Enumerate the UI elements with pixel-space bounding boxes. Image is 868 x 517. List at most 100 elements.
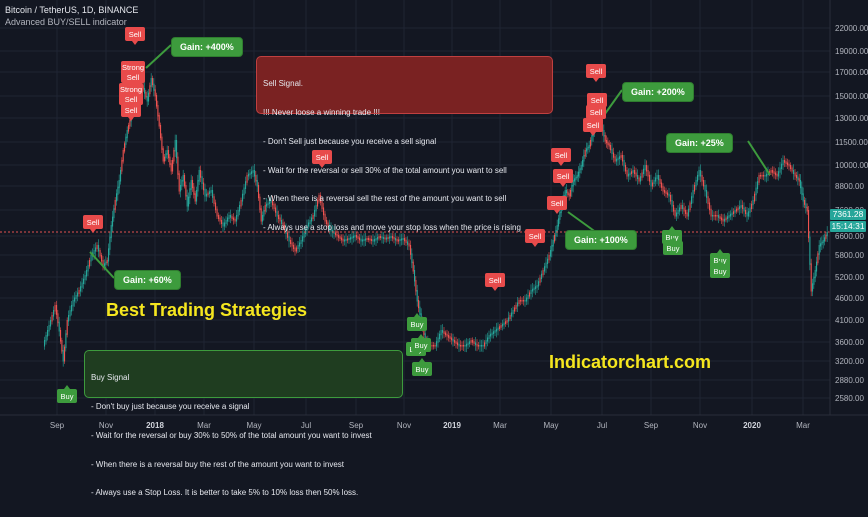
price-tick-label: 6600.00 xyxy=(835,232,864,241)
signal-label: Buy xyxy=(714,267,727,276)
signal-label: Sell xyxy=(591,96,604,105)
candle-body xyxy=(509,315,511,319)
candle-body xyxy=(558,218,560,227)
candle-body xyxy=(61,340,63,352)
time-tick-label: Mar xyxy=(197,421,211,430)
candle-body xyxy=(219,217,221,222)
indicator-name[interactable]: Advanced BUY/SELL indicator xyxy=(5,17,127,27)
candle-body xyxy=(686,212,688,217)
candle-body xyxy=(412,261,414,272)
candle-body xyxy=(58,321,60,332)
signal-box xyxy=(412,362,432,376)
candle-body xyxy=(401,238,403,241)
sell-signal-marker[interactable]: Sell xyxy=(121,103,141,121)
sell-signal-marker[interactable]: Sell xyxy=(583,118,603,136)
candle-body xyxy=(266,203,268,207)
price-tick-label: 5200.00 xyxy=(835,273,864,282)
candle-body xyxy=(727,216,729,219)
signal-pointer xyxy=(554,210,560,214)
candle-body xyxy=(746,212,748,217)
candle-body xyxy=(614,156,616,162)
candle-body xyxy=(545,262,547,268)
candle-body xyxy=(77,292,79,297)
candle-body xyxy=(395,238,397,241)
candle-body xyxy=(476,343,478,347)
buy-signal-marker[interactable]: Buy xyxy=(407,313,427,331)
candle-body xyxy=(86,270,88,277)
candle-body xyxy=(641,172,643,178)
candle-body xyxy=(374,239,376,242)
candle-body xyxy=(604,135,606,142)
candle-body xyxy=(583,155,585,162)
sell-signal-marker[interactable]: Sell xyxy=(485,273,505,291)
sell-signal-marker[interactable]: Sell xyxy=(525,229,545,247)
candle-body xyxy=(200,170,202,178)
candle-body xyxy=(653,180,655,184)
candle-body xyxy=(721,217,723,221)
candle-body xyxy=(644,165,646,171)
chart-area[interactable]: Sell Strong Sell Strong Sell Sell Sell Sell Sell… xyxy=(0,0,868,497)
candle-body xyxy=(826,232,828,237)
candle-body xyxy=(109,236,111,250)
candle-body xyxy=(579,168,581,174)
candle-body xyxy=(129,120,131,127)
candle-body xyxy=(688,208,690,217)
candle-body xyxy=(314,210,316,217)
candle-body xyxy=(255,175,257,182)
candle-body xyxy=(102,260,104,267)
candle-body xyxy=(170,163,172,172)
candle-body xyxy=(454,340,456,343)
candle-body xyxy=(273,203,275,209)
symbol-title[interactable]: Bitcoin / TetherUS, 1D, BINANCE xyxy=(5,5,139,15)
candle-body xyxy=(500,325,502,328)
buy-signal-marker[interactable]: Buy xyxy=(412,358,432,376)
sell-signal-marker[interactable]: Sell xyxy=(83,215,103,233)
time-tick-label: Mar xyxy=(493,421,507,430)
candle-body xyxy=(299,242,301,247)
candle-body xyxy=(368,238,370,240)
candle-body xyxy=(228,215,230,219)
candle-body xyxy=(96,245,98,249)
candle-body xyxy=(797,176,799,180)
buy-signal-marker[interactable]: Buy xyxy=(57,385,77,403)
sell-signal-marker[interactable]: Sell xyxy=(547,196,567,214)
time-tick-label: Nov xyxy=(99,421,113,430)
candle-body xyxy=(302,236,304,242)
candle-body xyxy=(64,346,66,362)
candle-body xyxy=(761,175,763,177)
sell-signal-marker[interactable]: Sell xyxy=(553,169,573,187)
candle-body xyxy=(538,281,540,287)
signal-label: Sell xyxy=(489,276,502,285)
candle-body xyxy=(173,150,175,162)
candle-body xyxy=(252,170,254,173)
buy-signal-marker[interactable]: Buy xyxy=(663,237,683,255)
sell-signal-marker[interactable]: Sell xyxy=(312,150,332,168)
candle-body xyxy=(357,236,359,239)
candle-body xyxy=(689,202,691,211)
buy-signal-marker[interactable]: Buy xyxy=(710,260,730,278)
time-axis[interactable]: Sep Nov 2018 Mar May Jul Sep Nov 2019 Mar May Jul Se… xyxy=(0,414,868,430)
candle-body xyxy=(48,325,50,332)
sell-signal-marker[interactable]: Sell xyxy=(125,27,145,45)
candle-body xyxy=(44,340,46,347)
signal-label: Sell xyxy=(125,95,138,104)
candle-body xyxy=(568,193,570,197)
buy-note-line: - Don't buy just because you receive a s… xyxy=(91,401,250,411)
price-axis[interactable]: 22000.00 19000.00 17000.00 15000.00 13000.00… xyxy=(829,0,868,415)
overlay-brand: Indicatorchart.com xyxy=(549,352,712,372)
buy-signal-marker[interactable]: Buy xyxy=(662,226,682,244)
sell-signal-marker[interactable]: Sell xyxy=(586,64,606,82)
signal-label: Sell xyxy=(125,106,138,115)
buy-signal-marker[interactable]: Buy xyxy=(411,334,431,352)
candle-body xyxy=(740,205,742,208)
candle-body xyxy=(196,190,198,202)
sell-signal-marker[interactable]: Sell xyxy=(551,148,571,166)
gain-badge: Gain: +100% xyxy=(565,230,637,250)
candle-body xyxy=(791,167,793,172)
candle-body xyxy=(652,182,654,187)
candle-body xyxy=(213,196,215,204)
candle-body xyxy=(685,210,687,214)
sell-signal-note: Sell Signal. !!! Never loose a winning t… xyxy=(256,56,553,232)
candle-body xyxy=(613,152,615,158)
candle-body xyxy=(722,218,724,222)
